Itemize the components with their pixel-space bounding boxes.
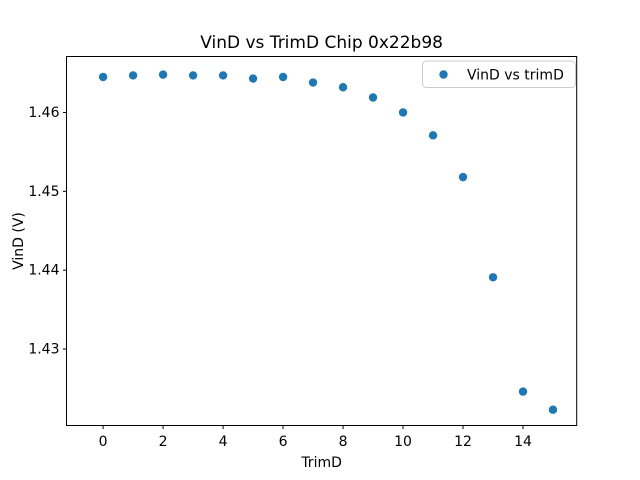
data-point — [128, 71, 138, 80]
data-point — [158, 70, 168, 79]
x-tick-label: 10 — [394, 434, 412, 450]
x-tick-label: 12 — [454, 434, 472, 450]
y-tick-label: 1.44 — [28, 263, 59, 279]
legend-marker-icon — [439, 70, 448, 79]
x-tick-label: 2 — [159, 434, 168, 450]
scatter-series — [98, 70, 558, 414]
data-point — [338, 83, 348, 92]
x-tick-label: 4 — [219, 434, 228, 450]
data-point — [518, 387, 528, 396]
data-point — [398, 108, 408, 117]
data-point — [548, 405, 558, 414]
x-tick-label: 6 — [279, 434, 288, 450]
legend: VinD vs trimD — [422, 60, 576, 88]
data-point — [428, 131, 438, 140]
data-point — [488, 273, 498, 282]
data-point — [218, 71, 228, 80]
axis-ticks: 0 2 4 6 8 10 12 14 1.43 1.44 1.45 1.46 — [28, 105, 532, 450]
data-point — [458, 172, 468, 182]
y-tick-label: 1.43 — [28, 342, 59, 358]
legend-box — [422, 60, 576, 88]
plot-area — [66, 56, 578, 426]
legend-label: VinD vs trimD — [467, 68, 564, 84]
chart-title: VinD vs TrimD Chip 0x22b98 — [200, 33, 443, 53]
data-point — [308, 78, 318, 87]
x-tick-label: 0 — [99, 434, 108, 450]
x-tick-label: 8 — [339, 434, 348, 450]
y-axis-label: VinD (V) — [11, 212, 27, 270]
data-point — [278, 72, 288, 82]
x-axis-label: TrimD — [300, 455, 342, 471]
data-point — [248, 74, 258, 83]
y-tick-label: 1.45 — [28, 184, 59, 200]
data-point — [98, 72, 108, 82]
data-point — [368, 93, 378, 102]
y-tick-label: 1.46 — [28, 105, 59, 121]
data-point — [188, 71, 198, 80]
x-tick-label: 14 — [514, 434, 532, 450]
